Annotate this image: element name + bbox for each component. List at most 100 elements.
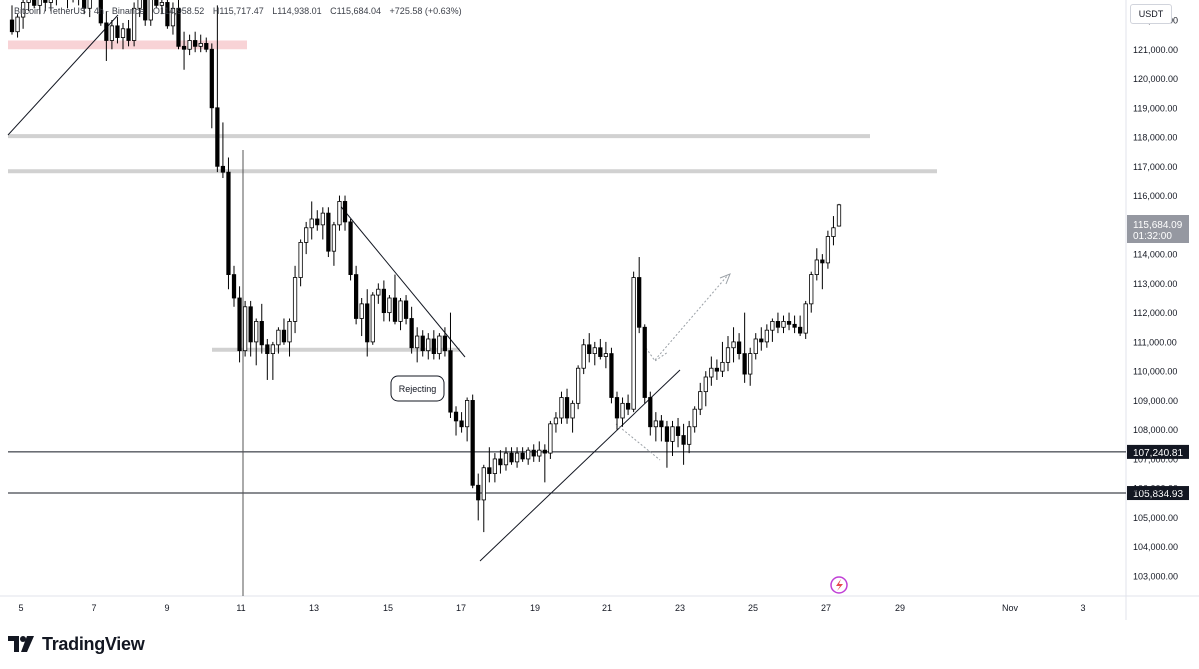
candle[interactable] xyxy=(165,0,170,29)
candle[interactable] xyxy=(376,283,381,304)
candle[interactable] xyxy=(143,0,148,26)
candle[interactable] xyxy=(725,336,731,372)
candle[interactable] xyxy=(137,0,142,18)
candle[interactable] xyxy=(503,447,509,471)
tradingview-logo[interactable]: TradingView xyxy=(8,632,145,656)
candle[interactable] xyxy=(520,447,525,462)
candle[interactable] xyxy=(620,397,625,427)
candle[interactable] xyxy=(126,20,131,47)
candle[interactable] xyxy=(154,0,159,9)
candle[interactable] xyxy=(759,327,764,351)
candle[interactable] xyxy=(720,341,725,378)
candle[interactable] xyxy=(670,420,675,457)
candle[interactable] xyxy=(487,447,492,483)
zone-gray[interactable] xyxy=(8,134,870,139)
candle[interactable] xyxy=(209,43,214,129)
candle[interactable] xyxy=(226,157,231,290)
candle[interactable] xyxy=(326,207,331,258)
candle[interactable] xyxy=(259,303,264,354)
candle[interactable] xyxy=(786,312,792,331)
candle[interactable] xyxy=(181,31,187,70)
candle[interactable] xyxy=(193,31,198,53)
candle[interactable] xyxy=(748,347,753,386)
candle[interactable] xyxy=(231,265,237,307)
candle[interactable] xyxy=(825,230,831,269)
candle[interactable] xyxy=(476,473,481,521)
candle[interactable] xyxy=(120,22,126,50)
candle[interactable] xyxy=(564,388,570,424)
zone-pink[interactable] xyxy=(8,40,247,50)
candle[interactable] xyxy=(392,274,398,325)
candle[interactable] xyxy=(537,441,542,462)
candle[interactable] xyxy=(526,447,531,465)
candle[interactable] xyxy=(148,0,153,26)
price-axis[interactable]: 103,000.00 104,000.00 105,000.00 106,000.00… xyxy=(1133,16,1178,582)
candle[interactable] xyxy=(625,394,631,416)
trend-line-ascending[interactable] xyxy=(479,369,681,562)
candle[interactable] xyxy=(836,203,842,227)
candle[interactable] xyxy=(426,333,431,360)
candle[interactable] xyxy=(431,330,436,360)
candle[interactable] xyxy=(448,312,453,418)
candle[interactable] xyxy=(77,0,80,6)
candle[interactable] xyxy=(809,271,814,313)
candle[interactable] xyxy=(820,254,825,290)
candle[interactable] xyxy=(276,327,281,354)
candle[interactable] xyxy=(559,391,564,424)
candle[interactable] xyxy=(315,210,320,231)
candle[interactable] xyxy=(792,315,797,334)
lightning-icon[interactable] xyxy=(830,576,848,594)
candle[interactable] xyxy=(642,324,647,404)
symbol-name[interactable]: Bitcoin / TetherUS · 4h · Binance xyxy=(14,6,145,16)
candle[interactable] xyxy=(753,333,758,360)
candle[interactable] xyxy=(265,338,270,380)
candle[interactable] xyxy=(270,341,275,380)
candle[interactable] xyxy=(492,453,497,483)
candle[interactable] xyxy=(342,195,348,231)
candle[interactable] xyxy=(576,365,581,410)
candle[interactable] xyxy=(764,324,769,348)
candle[interactable] xyxy=(731,327,736,363)
candle[interactable] xyxy=(198,34,203,53)
candle[interactable] xyxy=(381,280,386,322)
candle[interactable] xyxy=(204,37,209,53)
candle[interactable] xyxy=(681,423,686,465)
candle[interactable] xyxy=(398,298,403,331)
candle[interactable] xyxy=(370,292,375,345)
candle[interactable] xyxy=(631,271,636,413)
candle[interactable] xyxy=(803,300,808,339)
candle[interactable] xyxy=(337,195,342,231)
candle[interactable] xyxy=(187,34,192,56)
candle[interactable] xyxy=(331,221,337,266)
candle[interactable] xyxy=(242,300,248,357)
zone-gray[interactable] xyxy=(212,347,460,352)
candle[interactable] xyxy=(603,341,609,369)
candle[interactable] xyxy=(348,218,353,281)
candle[interactable] xyxy=(687,420,692,454)
candle[interactable] xyxy=(55,0,58,6)
candle[interactable] xyxy=(98,0,103,26)
candle[interactable] xyxy=(581,338,586,375)
candle[interactable] xyxy=(320,207,325,240)
zone-gray[interactable] xyxy=(8,169,937,174)
candle[interactable] xyxy=(542,444,547,483)
candle[interactable] xyxy=(570,400,575,433)
candle[interactable] xyxy=(32,0,37,9)
candle[interactable] xyxy=(43,0,48,12)
candle[interactable] xyxy=(304,221,309,255)
candle[interactable] xyxy=(509,447,514,465)
candle[interactable] xyxy=(9,5,15,35)
candle[interactable] xyxy=(420,330,425,357)
trend-line-top-left[interactable] xyxy=(7,14,119,136)
candle[interactable] xyxy=(437,333,442,360)
candle[interactable] xyxy=(614,391,620,430)
candle[interactable] xyxy=(609,347,614,404)
candle[interactable] xyxy=(531,444,536,462)
candle[interactable] xyxy=(742,312,747,383)
candle[interactable] xyxy=(87,0,92,18)
candle[interactable] xyxy=(637,257,642,334)
candle[interactable] xyxy=(220,122,226,179)
candle[interactable] xyxy=(703,371,708,407)
candle[interactable] xyxy=(309,201,314,240)
